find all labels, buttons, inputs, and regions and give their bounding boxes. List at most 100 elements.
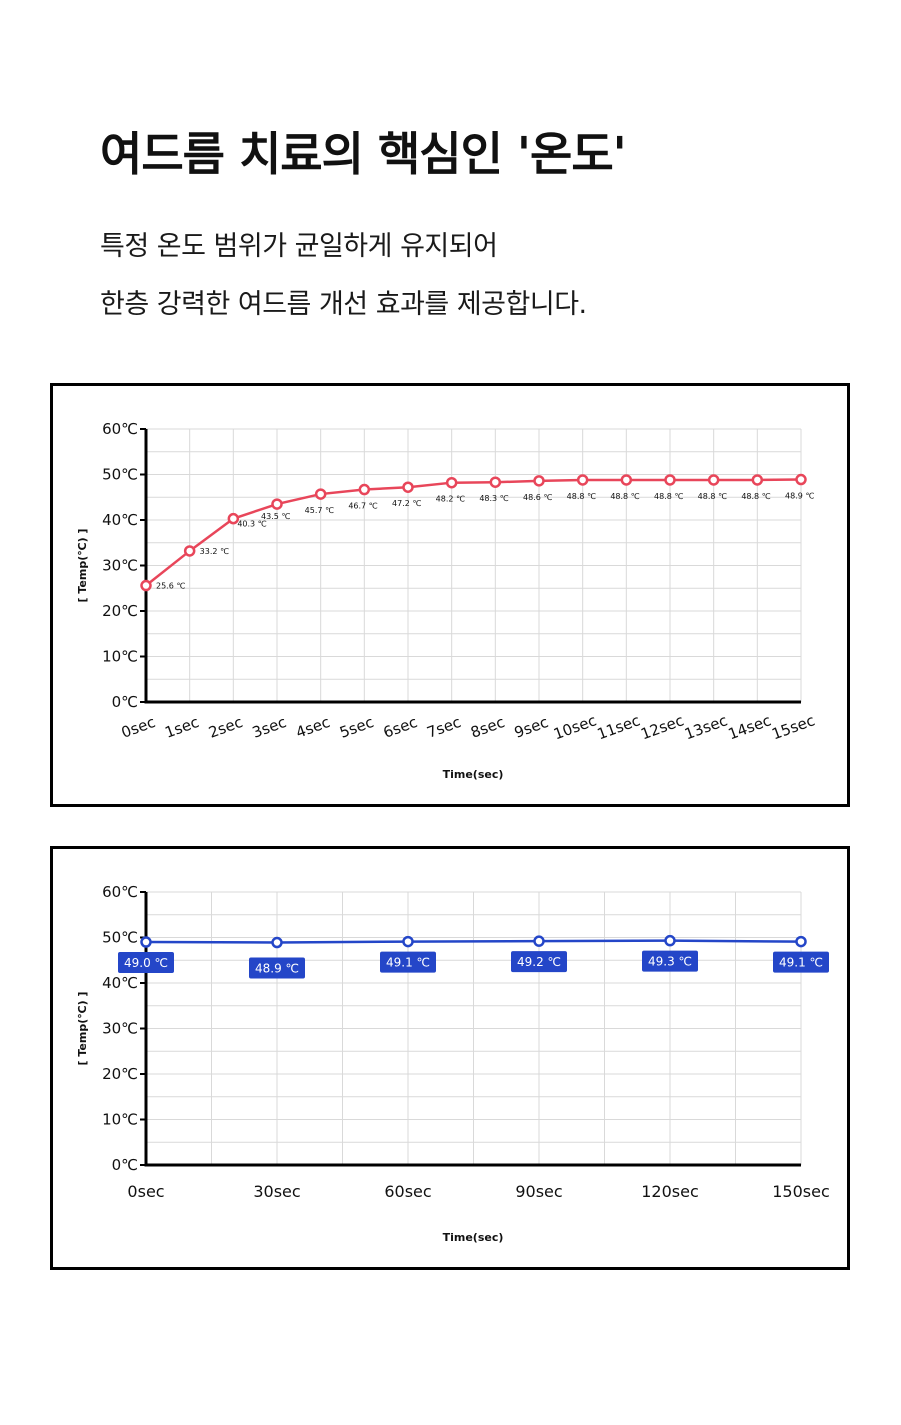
data-label: 49.1 ℃ (386, 956, 430, 970)
data-point (620, 474, 633, 486)
y-tick-label: 50℃ (102, 466, 138, 484)
data-point (664, 474, 676, 486)
y-tick-label: 30℃ (102, 557, 138, 575)
data-label: 49.3 ℃ (648, 955, 692, 969)
grid (146, 891, 802, 1165)
data-label: 48.8 ℃ (654, 492, 683, 501)
x-tick-label: 30sec (253, 1182, 300, 1201)
y-tick-label: 60℃ (102, 883, 138, 901)
data-point (140, 936, 152, 948)
data-label: 45.7 ℃ (305, 506, 334, 515)
data-label: 48.8 ℃ (610, 492, 639, 501)
y-tick-label: 30℃ (102, 1020, 138, 1038)
data-point (664, 934, 676, 947)
y-tick-label: 20℃ (102, 602, 138, 620)
y-tick-label: 40℃ (102, 974, 138, 992)
data-label: 43.5 ℃ (261, 512, 290, 521)
data-label: 48.9 ℃ (255, 962, 299, 976)
data-point (402, 481, 414, 493)
data-label: 48.8 ℃ (698, 492, 727, 501)
temperature-chart-long: 0℃ 10℃ 20℃ 30℃ 40℃ 50℃ 60℃ [ Temp(℃) ] 0sec 30sec… (76, 883, 830, 1244)
data-point (445, 476, 458, 489)
x-tick-label: 7sec (425, 713, 464, 742)
chart-panel-long: 0℃ 10℃ 20℃ 30℃ 40℃ 50℃ 60℃ [ Temp(℃) ] 0sec 30sec… (50, 846, 850, 1270)
x-tick-label: 0sec (119, 713, 158, 742)
data-label-box (118, 952, 174, 974)
data-label: 40.3 ℃ (237, 520, 266, 529)
x-axis-label: Time(sec) (443, 1231, 504, 1244)
x-tick-label: 9sec (512, 713, 551, 742)
series-line (145, 478, 802, 587)
data-label-box (511, 951, 567, 973)
y-tick-label: 0℃ (112, 1156, 138, 1174)
data-label: 48.6 ℃ (523, 493, 552, 502)
y-tick-label: 0℃ (112, 693, 138, 711)
y-axis-label: [ Temp(℃) ] (76, 992, 89, 1066)
grid (146, 428, 802, 702)
data-point (489, 476, 502, 488)
data-label: 47.2 ℃ (392, 499, 421, 508)
y-tick-label: 40℃ (102, 511, 138, 529)
x-tick-label: 15sec (769, 711, 817, 743)
series-line (145, 939, 802, 944)
x-tick-label: 120sec (641, 1182, 699, 1201)
x-tick-label: 150sec (772, 1182, 830, 1201)
y-tick-label: 10℃ (102, 1111, 138, 1129)
x-tick-label: 8sec (468, 713, 507, 742)
x-tick-label: 10sec (551, 711, 599, 743)
chart-panel-seconds: 0℃ 10℃ 20℃ 30℃ 40℃ 50℃ 60℃[ Temp(℃) ] 0sec 1sec 2… (50, 383, 850, 807)
data-point (271, 936, 283, 949)
y-axis-label: [ Temp(℃) ] (76, 529, 89, 603)
data-label-box (642, 950, 698, 972)
y-tick-label: 50℃ (102, 929, 138, 947)
data-point (358, 483, 371, 496)
subtitle-line-2: 한층 강력한 여드름 개선 효과를 제공합니다. (100, 289, 587, 320)
data-point (271, 498, 283, 510)
y-tick-label: 10℃ (102, 648, 138, 666)
x-tick-label: 3sec (250, 713, 289, 742)
data-point (314, 488, 327, 500)
x-tick-label: 11sec (595, 711, 643, 743)
x-tick-label: 1sec (163, 713, 202, 742)
data-point (751, 474, 764, 486)
data-label: 49.1 ℃ (779, 956, 823, 970)
x-tick-label: 13sec (682, 711, 730, 743)
data-label: 48.3 ℃ (479, 494, 508, 503)
data-point (533, 935, 545, 947)
x-tick-label: 12sec (638, 711, 686, 743)
x-axis-label: Time(sec) (443, 768, 504, 781)
data-label: 48.9 ℃ (785, 492, 814, 501)
x-tick-label: 14sec (726, 711, 774, 743)
data-point (140, 579, 152, 592)
data-label: 48.8 ℃ (741, 492, 770, 501)
data-label: 25.6 ℃ (156, 582, 185, 591)
data-label-box (249, 957, 305, 979)
data-label: 48.8 ℃ (567, 492, 596, 501)
data-point (576, 474, 589, 486)
data-point (183, 545, 196, 557)
x-tick-label: 90sec (515, 1182, 562, 1201)
data-point (533, 475, 545, 487)
data-point (795, 473, 807, 486)
data-label: 49.2 ℃ (517, 955, 561, 969)
data-label: 33.2 ℃ (200, 547, 229, 556)
x-tick-label: 5sec (337, 713, 376, 742)
y-tick-label: 20℃ (102, 1065, 138, 1083)
x-tick-label: 60sec (384, 1182, 431, 1201)
data-point (795, 935, 807, 948)
data-label: 46.7 ℃ (348, 502, 377, 511)
x-tick-label: 6sec (381, 713, 420, 742)
subtitle-line-1: 특정 온도 범위가 균일하게 유지되어 (100, 231, 498, 262)
data-label: 48.2 ℃ (436, 495, 465, 504)
x-tick-label: 2sec (206, 713, 245, 742)
data-point (402, 935, 414, 948)
page-title: 여드름 치료의 핵심인 '온도' (100, 127, 627, 181)
data-label-box (773, 951, 829, 973)
data-label-box (380, 951, 436, 973)
x-tick-label: 0sec (127, 1182, 164, 1201)
data-point (707, 474, 720, 486)
temperature-chart-seconds: 0℃10℃20℃30℃40℃50℃60℃[ Temp(℃) ]0sec 1sec 2… (76, 420, 817, 781)
y-tick-label: 60℃ (102, 420, 138, 438)
x-tick-label: 4sec (294, 713, 333, 742)
data-point (227, 512, 240, 525)
